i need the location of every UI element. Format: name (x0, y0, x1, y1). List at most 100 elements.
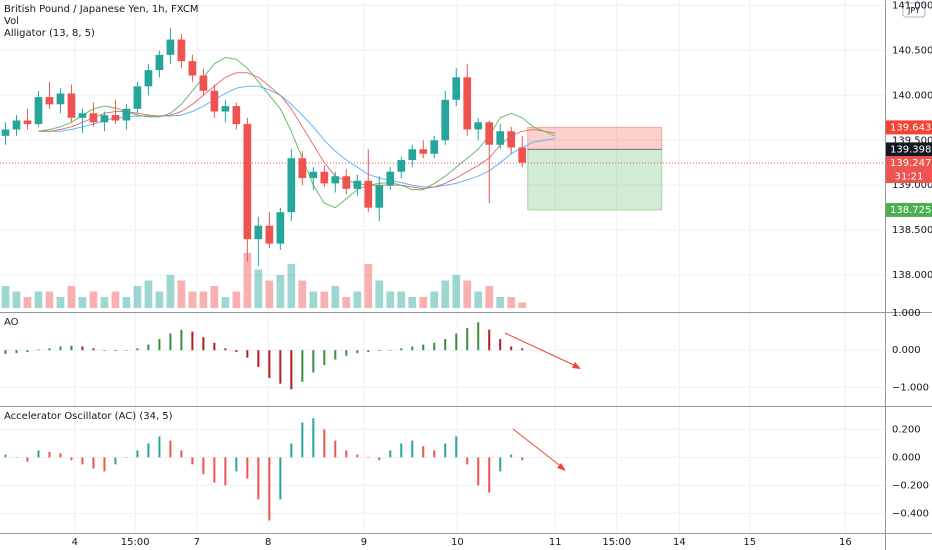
plot (0, 27, 885, 521)
y-tick-label: 1.000 (892, 308, 921, 319)
volume-bar (89, 291, 98, 308)
candle-body (34, 97, 43, 125)
histogram-bar (4, 350, 7, 354)
histogram-bar (356, 454, 359, 458)
histogram-bar (268, 457, 271, 521)
y-tick-label: 0.200 (892, 424, 921, 435)
histogram-bar (224, 457, 227, 486)
histogram-bar (301, 350, 304, 382)
stop-price-label: 139.643 (890, 122, 931, 133)
grid (0, 0, 885, 533)
candle-body (353, 180, 362, 189)
histogram-bar (488, 457, 491, 493)
candle-body (474, 122, 483, 130)
volume-bar (122, 297, 131, 308)
histogram-bar (136, 450, 139, 458)
histogram-bar (257, 457, 260, 500)
histogram-bar (136, 348, 139, 351)
volume-bar (254, 269, 263, 308)
entry-price-label: 139.398 (890, 144, 931, 155)
volume-bar (485, 286, 494, 308)
histogram-bar (235, 457, 238, 472)
currency-label[interactable]: JPY (907, 6, 920, 15)
y-tick-label: 138.000 (892, 270, 932, 281)
candle-body (507, 131, 516, 148)
candle-body (298, 158, 307, 179)
histogram-bar (378, 350, 381, 351)
histogram-bar (37, 349, 40, 351)
volume-bar (353, 291, 362, 308)
candle-body (397, 160, 406, 172)
volume-bar (100, 297, 109, 308)
volume-bar (111, 291, 120, 308)
volume-bar (133, 286, 142, 308)
volume-bar (463, 280, 472, 308)
volume-bar (45, 291, 54, 308)
target-price-label: 138.725 (890, 205, 931, 216)
volume-bar (78, 297, 87, 308)
histogram-bar (279, 457, 282, 500)
y-tick-label: 138.500 (892, 225, 932, 236)
histogram-bar (92, 348, 95, 351)
volume-bar (210, 286, 219, 308)
histogram-bar (202, 337, 205, 351)
currency-badge[interactable] (902, 2, 926, 18)
volume-bar (375, 280, 384, 308)
volume-bar (364, 264, 373, 308)
candle-body (188, 61, 197, 76)
volume-bar (155, 291, 164, 308)
histogram-bar (499, 339, 502, 351)
histogram-bar (477, 322, 480, 351)
candle-body (155, 54, 164, 71)
histogram-bar (290, 443, 293, 458)
histogram-bar (521, 348, 524, 351)
histogram-bar (213, 457, 216, 483)
candle-body (100, 115, 109, 123)
candle-body (166, 39, 175, 55)
histogram-bar (4, 454, 7, 458)
histogram-bar (389, 350, 392, 351)
ac-arrow (512, 428, 566, 471)
histogram-bar (279, 350, 282, 384)
histogram-bar (499, 457, 502, 472)
arrow-line (504, 332, 579, 368)
histogram-bar (180, 450, 183, 458)
histogram-bar (48, 451, 51, 458)
candle-body (441, 99, 450, 141)
histogram-bar (422, 446, 425, 458)
histogram-bar (202, 457, 205, 475)
x-tick-label: 7 (194, 537, 200, 548)
candle-body (320, 171, 329, 184)
histogram-bar (147, 344, 150, 351)
y-tick-label: 141.000 (892, 0, 932, 11)
histogram-bar (422, 344, 425, 351)
candle-body (122, 108, 131, 121)
entry-price-label-bg (886, 142, 932, 157)
volume-bar (496, 297, 505, 308)
target-price-label-bg (886, 202, 932, 217)
x-tick-label: 15:00 (121, 537, 150, 548)
volume-bar (166, 275, 175, 308)
volume-bar (331, 286, 340, 308)
last-price-label: 139.247 (890, 158, 931, 169)
histogram-bar (510, 346, 513, 351)
histogram-bar (114, 350, 117, 351)
histogram-bar (103, 457, 106, 472)
y-tick-label: 0.000 (892, 452, 921, 463)
histogram-bar (169, 333, 172, 351)
ac-title: Accelerator Oscillator (AC) (34, 5) (4, 411, 173, 422)
candle-body (23, 120, 32, 125)
alligator-legend: Alligator (13, 8, 5) (4, 28, 95, 39)
histogram-bar (15, 457, 18, 458)
x-tick-label: 9 (361, 537, 367, 548)
last-price-label-bg (886, 156, 932, 171)
y-tick-label: −1.000 (892, 382, 929, 393)
histogram-bar (455, 436, 458, 458)
y-tick-label: 140.500 (892, 45, 932, 56)
histogram-bar (466, 327, 469, 351)
volume-bar (276, 275, 285, 308)
volume-bar (188, 291, 197, 308)
histogram-bar (246, 350, 249, 358)
histogram-bar (158, 339, 161, 351)
candle-body (518, 147, 527, 163)
